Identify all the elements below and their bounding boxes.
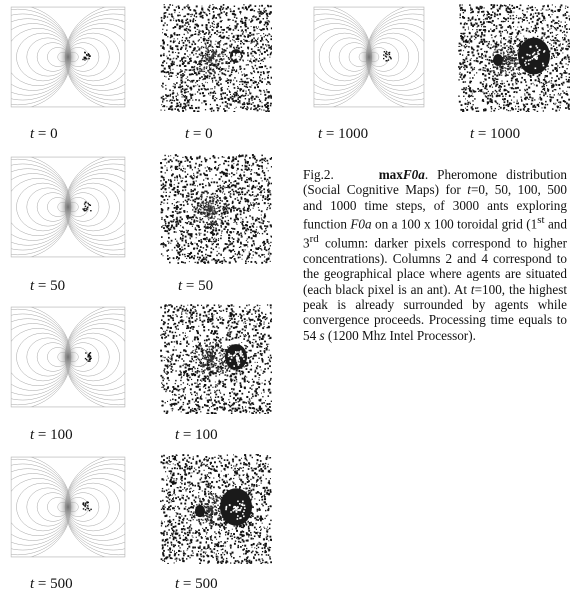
time-label-agents-t500: t = 500 [175, 576, 218, 592]
figure-caption: Fig.2. maxF0a. Pheromone distribution (S… [303, 167, 567, 343]
time-label-agents-t1000: t = 1000 [470, 126, 521, 142]
contour-plot-t1000 [308, 5, 426, 113]
agents-plot-t0 [160, 4, 272, 112]
time-label-agents-t0: t = 0 [185, 126, 213, 142]
contour-plot-t0 [5, 5, 127, 113]
time-label-agents-t100: t = 100 [175, 427, 218, 443]
caption-title: maxF0a [378, 167, 425, 182]
caption-fig-number: Fig.2. [303, 167, 334, 182]
time-label-contour-t0: t = 0 [30, 126, 58, 142]
time-label-contour-t100: t = 100 [30, 427, 73, 443]
time-label-contour-t500: t = 500 [30, 576, 73, 592]
time-label-contour-t1000: t = 1000 [318, 126, 369, 142]
time-label-agents-t50: t = 50 [178, 278, 214, 294]
agents-plot-t500 [160, 454, 272, 564]
time-label-contour-t50: t = 50 [30, 278, 66, 294]
agents-plot-t1000 [458, 4, 570, 112]
contour-plot-t50 [5, 155, 127, 263]
agents-plot-t50 [160, 154, 272, 264]
agents-plot-t100 [160, 304, 272, 414]
contour-plot-t100 [5, 305, 127, 413]
contour-plot-t500 [5, 455, 127, 563]
